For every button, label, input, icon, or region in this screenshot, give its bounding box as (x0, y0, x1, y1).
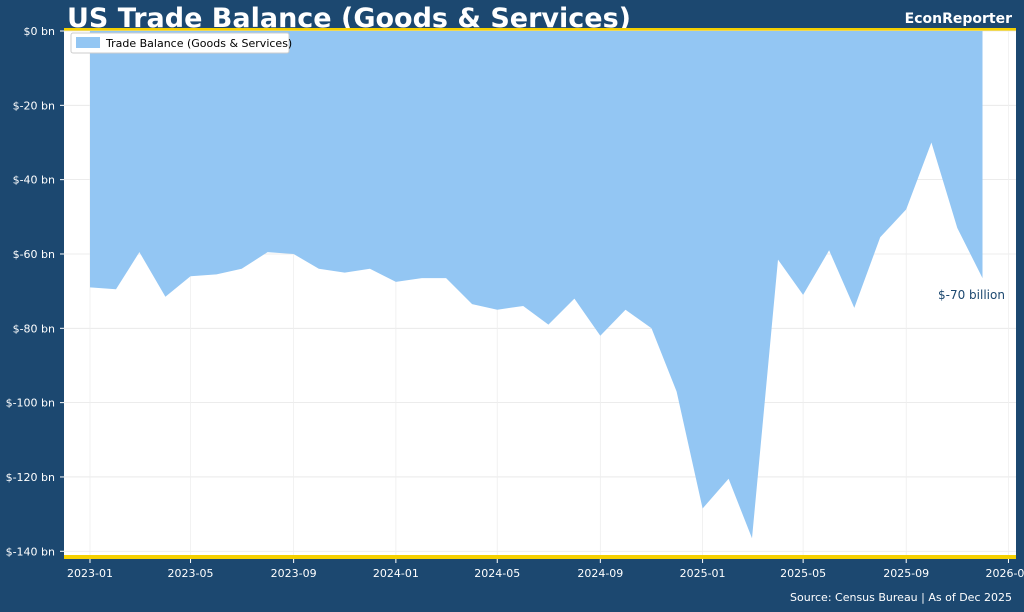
x-tick-label: 2024-01 (373, 567, 419, 580)
y-tick-label: $-20 bn (13, 99, 55, 112)
source-note: Source: Census Bureau | As of Dec 2025 (790, 591, 1012, 604)
x-tick-label: 2023-05 (168, 567, 214, 580)
x-tick-label: 2026-01 (985, 567, 1024, 580)
x-tick-label: 2024-09 (577, 567, 623, 580)
plot-bottom-border (64, 555, 1016, 559)
y-tick-label: $-40 bn (13, 174, 55, 187)
y-tick-label: $-80 bn (13, 322, 55, 335)
x-axis: 2023-01 2023-05 2023-09 2024-01 2024-05 2024-… (67, 559, 1024, 580)
x-tick-label: 2025-05 (780, 567, 826, 580)
x-tick-label: 2024-05 (474, 567, 520, 580)
y-axis: $0 bn $-20 bn $-40 bn $-60 bn $-80 bn $-100 b… (6, 25, 64, 558)
legend-box (70, 32, 290, 54)
legend-swatch (76, 37, 100, 48)
legend-label: Trade Balance (Goods & Services) (105, 37, 292, 50)
x-tick-label: 2025-09 (883, 567, 929, 580)
x-tick-label: 2023-09 (271, 567, 317, 580)
y-tick-label: $-140 bn (6, 545, 55, 558)
area-series-fill (90, 31, 983, 539)
legend: Trade Balance (Goods & Services) (70, 32, 292, 54)
annotation-label: $-70 billion (938, 288, 1005, 302)
y-tick-label: $-100 bn (6, 397, 55, 410)
y-tick-label: $-60 bn (13, 248, 55, 261)
brand-label: EconReporter (904, 11, 1012, 27)
y-tick-label: $0 bn (24, 25, 55, 38)
x-tick-label: 2025-01 (680, 567, 726, 580)
x-tick-label: 2023-01 (67, 567, 113, 580)
plot-top-border (64, 28, 1016, 31)
y-tick-label: $-120 bn (6, 471, 55, 484)
